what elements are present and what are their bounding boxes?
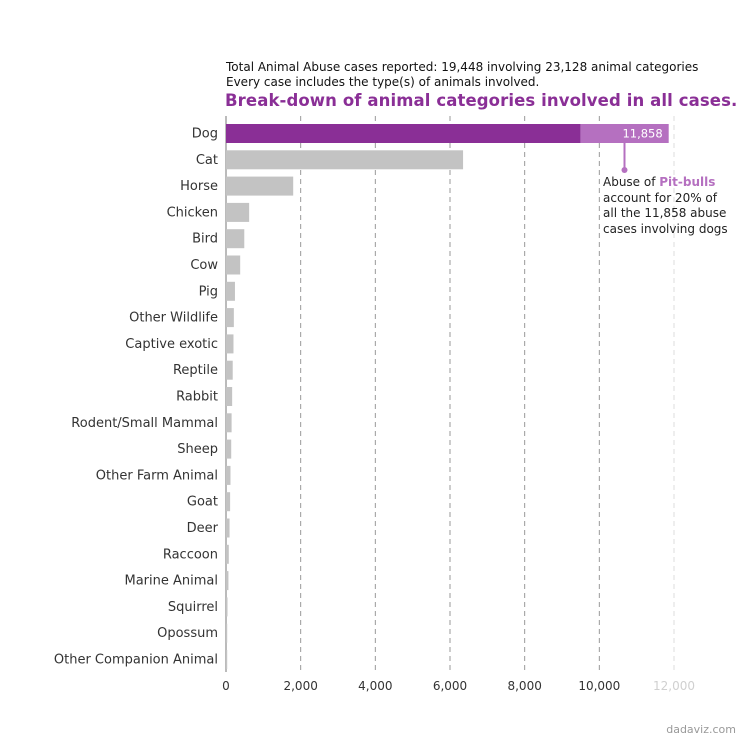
bar-dog-main: [226, 124, 581, 143]
bar: [226, 176, 294, 196]
category-label: Dog: [192, 127, 218, 142]
bar: [226, 281, 235, 301]
x-tick-label: 0: [222, 679, 230, 693]
category-label: Rodent/Small Mammal: [71, 416, 218, 431]
bar: [226, 492, 231, 512]
category-label: Deer: [187, 521, 219, 536]
category-label: Other Farm Animal: [96, 468, 218, 483]
bar: [226, 360, 233, 380]
bar: [226, 518, 230, 538]
bar: [226, 465, 231, 485]
bar: [226, 202, 250, 222]
source-credit: dadaviz.com: [666, 723, 736, 736]
category-label: Marine Animal: [125, 574, 219, 589]
x-tick-label: 6,000: [433, 679, 467, 693]
annotation-line-4: cases involving dogs: [603, 221, 728, 236]
category-label: Cow: [190, 258, 218, 273]
x-tick-label: 12,000: [653, 679, 695, 693]
bar: [226, 255, 241, 275]
bar: [226, 650, 228, 669]
category-label: Horse: [180, 179, 218, 194]
x-tick-label: 2,000: [283, 679, 317, 693]
annotation-highlight: Pit-bulls: [659, 175, 716, 189]
category-label: Rabbit: [176, 390, 218, 405]
category-label: Squirrel: [168, 600, 218, 615]
bar-value-label: 11,858: [622, 127, 662, 141]
bar: [226, 334, 234, 354]
category-label: Cat: [196, 153, 218, 168]
bar: [226, 571, 229, 591]
x-tick-label: 4,000: [358, 679, 392, 693]
category-label: Opossum: [157, 626, 218, 641]
annotation-pointer-dot: [621, 167, 628, 173]
chart-title: Break-down of animal categories involved…: [225, 91, 738, 110]
category-label: Bird: [192, 232, 218, 247]
bar-dog-pitbull: [580, 124, 669, 143]
subtitle-line-1: Total Animal Abuse cases reported: 19,44…: [226, 60, 699, 74]
category-label: Chicken: [167, 205, 218, 220]
category-label: Other Wildlife: [129, 311, 218, 326]
category-label: Other Companion Animal: [54, 653, 218, 668]
bar: [226, 150, 464, 170]
annotation-prefix: Abuse of: [603, 175, 660, 189]
bar: [226, 308, 234, 328]
category-label: Captive exotic: [125, 337, 218, 352]
bar: [226, 229, 245, 249]
bar: [226, 544, 229, 564]
category-label: Pig: [199, 284, 218, 299]
subtitle-line-2: Every case includes the type(s) of anima…: [226, 75, 540, 89]
bar: [226, 623, 228, 643]
annotation-line-1: Abuse of Pit-bulls: [603, 175, 728, 191]
annotation-line-3: all the 11,858 abuse: [603, 206, 727, 220]
pitbull-annotation: Abuse of Pit-bulls account for 20% of al…: [603, 175, 728, 237]
x-tick-label: 8,000: [507, 679, 541, 693]
category-label: Goat: [187, 495, 218, 510]
x-tick-label: 10,000: [578, 679, 620, 693]
bar: [226, 439, 232, 459]
bar: [226, 413, 232, 433]
category-label: Raccoon: [163, 547, 218, 562]
annotation-line-2: account for 20% of: [603, 190, 717, 205]
bar: [226, 597, 228, 617]
category-label: Sheep: [177, 442, 218, 457]
bar: [226, 387, 233, 406]
category-label: Reptile: [173, 363, 218, 378]
